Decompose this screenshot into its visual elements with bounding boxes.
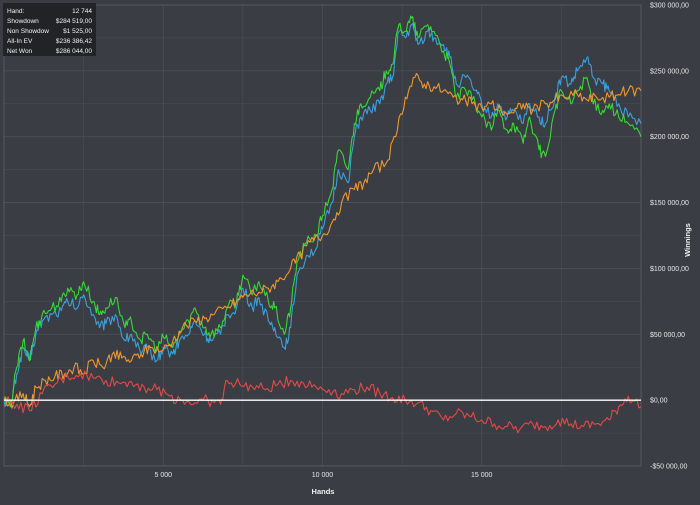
stats-box: Hand: 12 744 Showdown $284 519,00 Non Sh… (3, 3, 96, 56)
y-tick-label: $50 000,00 (650, 332, 685, 339)
y-tick-label: $250 000,00 (650, 68, 689, 75)
stats-label-allin-ev: All-In EV (7, 38, 33, 45)
plot-border (3, 4, 642, 467)
y-axis-ticks: $300 000,00 $250 000,00 $200 000,00 $150 00… (650, 3, 689, 471)
series-lines (3, 15, 642, 434)
series-line-3 (3, 72, 642, 409)
y-tick-label: $200 000,00 (650, 134, 689, 141)
x-tick-label: 15 000 (471, 472, 493, 479)
stats-value-hand: 12 744 (72, 8, 92, 15)
stats-value-net-won: $286 044,00 (56, 48, 93, 55)
stats-value-showdown: $284 519,00 (56, 18, 93, 25)
x-tick-label: 10 000 (312, 472, 334, 479)
x-axis-ticks: 5 000 10 000 15 000 (154, 472, 492, 479)
stats-value-non-showdown: $1 525,00 (63, 28, 92, 35)
y-tick-label: $150 000,00 (650, 200, 689, 207)
series-line-1 (3, 22, 642, 408)
stats-value-allin-ev: $236 386,42 (56, 38, 93, 45)
x-tick-label: 5 000 (154, 472, 172, 479)
stats-box-background (3, 3, 96, 56)
stats-label-net-won: Net Won (7, 48, 33, 55)
series-line-2 (3, 15, 642, 408)
stats-label-showdown: Showdown (7, 18, 39, 25)
stats-label-non-showdown: Non Showdow (7, 28, 49, 35)
y-axis-title: Winnings (683, 223, 692, 257)
y-tick-label: -$50 000,00 (650, 464, 687, 471)
y-tick-label: $100 000,00 (650, 266, 689, 273)
x-axis-title: Hands (312, 487, 335, 496)
y-tick-label: $300 000,00 (650, 3, 689, 10)
series-line-4 (3, 370, 642, 434)
y-tick-label: $0,00 (650, 398, 668, 405)
stats-label-hand: Hand: (7, 8, 25, 15)
